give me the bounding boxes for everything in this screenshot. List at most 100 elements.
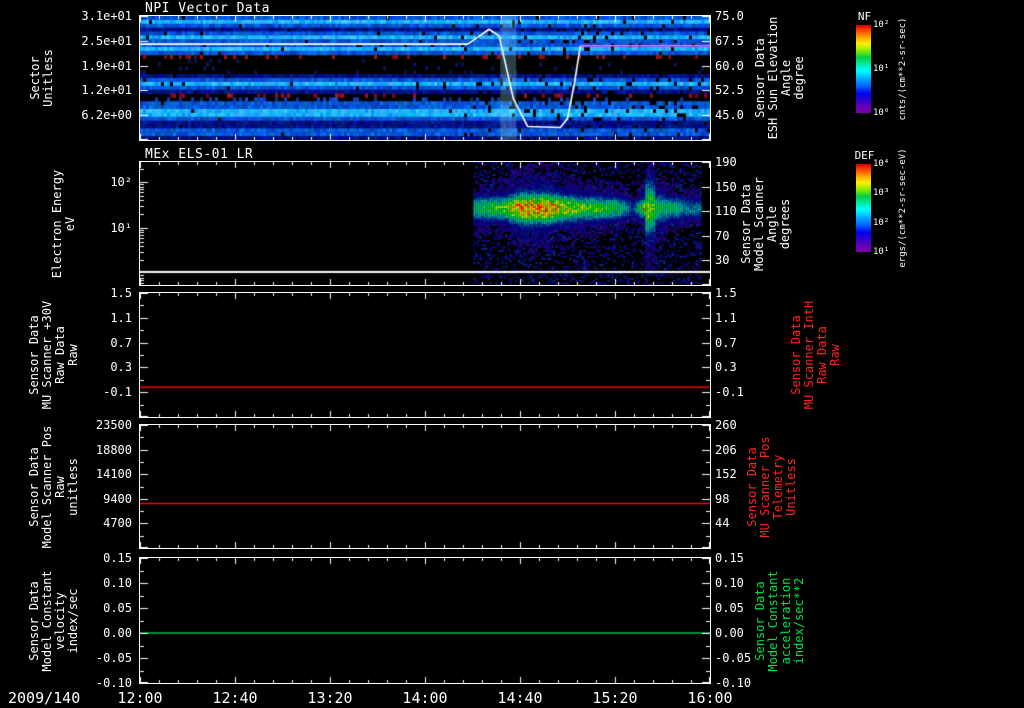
colorbar-title: DEF <box>854 149 875 162</box>
tick-label: 6.2e+00 <box>81 108 132 123</box>
y-axis-ticks-left: 0.15 0.10 0.05 0.00 -0.05 -0.10 <box>58 551 132 690</box>
tick-label: 60.0 <box>715 58 744 73</box>
y-axis-ticks-left: 1.5 1.1 0.7 0.3 -0.1 <box>58 286 132 417</box>
tick-label: 152 <box>715 467 737 482</box>
tick-label: 18800 <box>95 442 132 457</box>
y-axis-ticks-right: 190 150 110 70 30 <box>715 155 773 285</box>
colorbar-gradient <box>856 164 871 252</box>
tick-label: 0.7 <box>110 335 132 350</box>
tick-label: 98 <box>715 491 730 506</box>
mu-scanner-line-area <box>139 292 711 418</box>
velocity-line-area <box>139 557 711 684</box>
els-spectrogram-canvas <box>140 162 710 285</box>
scanner-pos-line-area <box>139 424 711 549</box>
tick-label: 1.1 <box>715 310 737 325</box>
tick-label: 0.3 <box>110 360 132 375</box>
colorbar-ticks: 10² 10¹ 10⁰ <box>873 21 899 118</box>
time-tick-label: 14:00 <box>402 689 448 707</box>
mu-scanner-line-canvas <box>140 293 710 417</box>
colorbar-tick-label: 10⁰ <box>873 108 890 118</box>
time-tick-label: 13:20 <box>307 689 353 707</box>
tick-label: -0.05 <box>715 651 752 665</box>
tick-label: 1.2e+01 <box>81 83 132 98</box>
colorbar-tick-label: 10² <box>873 20 890 30</box>
tick-label: 1.5 <box>110 286 132 300</box>
tick-label: 3.1e+01 <box>81 9 132 23</box>
colorbar-tick-label: 10² <box>873 217 890 228</box>
tick-label: 260 <box>715 418 737 432</box>
npi-spectrogram-canvas <box>140 16 710 140</box>
tick-label: 1.1 <box>110 310 132 325</box>
tick-label: 9400 <box>103 491 132 506</box>
panel-title: NPI Vector Data <box>145 1 270 16</box>
tick-label: 2.5e+01 <box>81 33 132 48</box>
tick-label: 10¹ <box>110 220 132 235</box>
tick-label: 0.05 <box>715 601 744 615</box>
colorbar-tick-label: 10⁴ <box>873 159 890 169</box>
els-spectrogram-area <box>139 161 711 286</box>
tick-label: 30 <box>715 253 730 268</box>
y-axis-ticks-left: 23500 18800 14100 9400 4700 <box>58 418 132 548</box>
tick-label: 0.15 <box>715 551 744 565</box>
tick-label: -0.10 <box>95 676 132 690</box>
colorbar-gradient <box>856 25 871 113</box>
y-axis-ticks-right: 1.5 1.1 0.7 0.3 -0.1 <box>715 286 773 417</box>
tick-label: 0.05 <box>103 601 132 615</box>
tick-label: 190 <box>715 155 737 169</box>
tick-label: 75.0 <box>715 9 744 23</box>
tick-label: 0.00 <box>715 626 744 640</box>
tick-label: 150 <box>715 179 737 194</box>
time-tick-label: 12:00 <box>117 689 163 707</box>
y-axis-ticks-right: 260 206 152 98 44 <box>715 418 773 548</box>
colorbar-ticks: 10⁴ 10³ 10² 10¹ <box>873 160 899 257</box>
tick-label: -0.1 <box>715 385 744 400</box>
tick-label: 4700 <box>103 516 132 531</box>
y-axis-ticks-left: 3.1e+01 2.5e+01 1.9e+01 1.2e+01 6.2e+00 <box>58 9 132 140</box>
colorbar-tick-label: 10³ <box>873 188 890 199</box>
tick-label: 0.00 <box>103 626 132 640</box>
tick-label: 67.5 <box>715 33 744 48</box>
tick-label: 52.5 <box>715 83 744 98</box>
tick-label: 44 <box>715 516 730 531</box>
panel-title: MEx ELS-01 LR <box>145 147 254 162</box>
tick-label: 0.15 <box>103 551 132 565</box>
tick-label: 45.0 <box>715 108 744 123</box>
y-axis-ticks-left: 10² 10¹ <box>58 162 132 285</box>
tick-label: 0.7 <box>715 335 737 350</box>
time-tick-label: 16:00 <box>687 689 733 707</box>
tick-label: 1.5 <box>715 286 737 300</box>
tick-label: 110 <box>715 204 737 219</box>
tick-label: 206 <box>715 442 737 457</box>
time-tick-label: 12:40 <box>212 689 258 707</box>
tick-label: 10² <box>110 175 132 190</box>
y-axis-ticks-right: 75.0 67.5 60.0 52.5 45.0 <box>715 9 773 140</box>
npi-spectrogram-area <box>139 15 711 141</box>
tick-label: 0.3 <box>715 360 737 375</box>
time-tick-label: 14:40 <box>497 689 543 707</box>
tick-label: 0.10 <box>715 576 744 590</box>
tick-label: 70 <box>715 228 730 243</box>
tick-label: 1.9e+01 <box>81 58 132 73</box>
tick-label: 23500 <box>95 418 132 432</box>
velocity-line-canvas <box>140 558 710 683</box>
tick-label: 0.10 <box>103 576 132 590</box>
y-axis-ticks-right: 0.15 0.10 0.05 0.00 -0.05 -0.10 <box>715 551 773 690</box>
tick-label: 14100 <box>95 467 132 482</box>
tick-label: -0.1 <box>103 385 132 400</box>
time-tick-label: 15:20 <box>592 689 638 707</box>
tick-label: -0.05 <box>95 651 132 665</box>
scanner-pos-line-canvas <box>140 425 710 548</box>
colorbar-tick-label: 10¹ <box>873 247 890 257</box>
colorbar-title: NF <box>857 10 872 23</box>
date-label: 2009/140 <box>8 689 81 707</box>
